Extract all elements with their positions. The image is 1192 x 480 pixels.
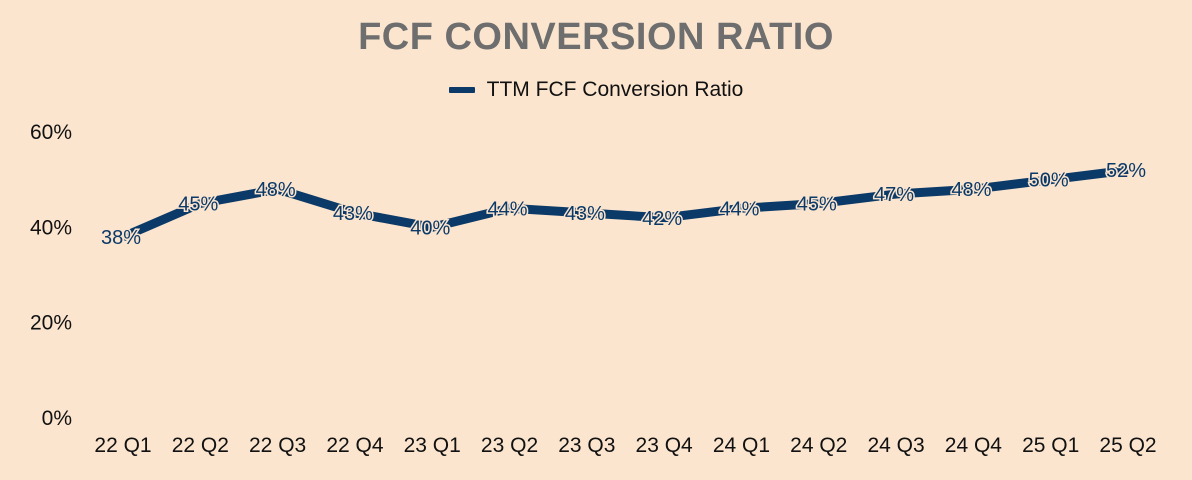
x-tick-label: 23 Q3 [558, 434, 615, 457]
data-label: 47% [874, 184, 914, 206]
y-tick-label: 40% [30, 216, 72, 239]
x-tick-label: 24 Q4 [945, 434, 1003, 457]
x-tick-label: 22 Q3 [249, 434, 306, 457]
legend-series-swatch [448, 87, 475, 93]
data-label: 43% [565, 203, 605, 225]
x-tick-label: 23 Q2 [481, 434, 538, 457]
x-tick-label: 23 Q1 [404, 434, 461, 457]
x-tick-label: 24 Q3 [867, 434, 924, 457]
data-label: 45% [178, 194, 218, 216]
series-line [121, 165, 1129, 242]
x-tick-label: 23 Q4 [636, 434, 694, 457]
data-label: 42% [642, 208, 682, 230]
data-label: 45% [797, 194, 837, 216]
data-label: 50% [1029, 170, 1069, 192]
data-label: 48% [256, 179, 296, 201]
x-tick-label: 22 Q1 [94, 434, 151, 457]
chart-legend: TTM FCF Conversion Ratio [0, 78, 1192, 102]
chart-title: FCF CONVERSION RATIO [358, 16, 834, 58]
x-tick-label: 25 Q1 [1022, 434, 1079, 457]
legend-series-label: TTM FCF Conversion Ratio [486, 78, 744, 101]
x-tick-label: 22 Q2 [172, 434, 229, 457]
x-tick-label: 24 Q2 [790, 434, 847, 457]
y-tick-label: 20% [30, 312, 72, 335]
data-label: 43% [333, 203, 373, 225]
data-label: 40% [410, 217, 450, 239]
data-label: 52% [1106, 160, 1146, 182]
data-label: 38% [101, 227, 141, 249]
y-tick-label: 60% [30, 121, 72, 144]
x-tick-label: 22 Q4 [326, 434, 384, 457]
data-label: 48% [951, 179, 991, 201]
x-tick-label: 24 Q1 [713, 434, 770, 457]
y-tick-label: 0% [42, 407, 72, 430]
data-label: 44% [488, 198, 528, 220]
x-tick-label: 25 Q2 [1099, 434, 1156, 457]
data-label: 44% [719, 198, 759, 220]
